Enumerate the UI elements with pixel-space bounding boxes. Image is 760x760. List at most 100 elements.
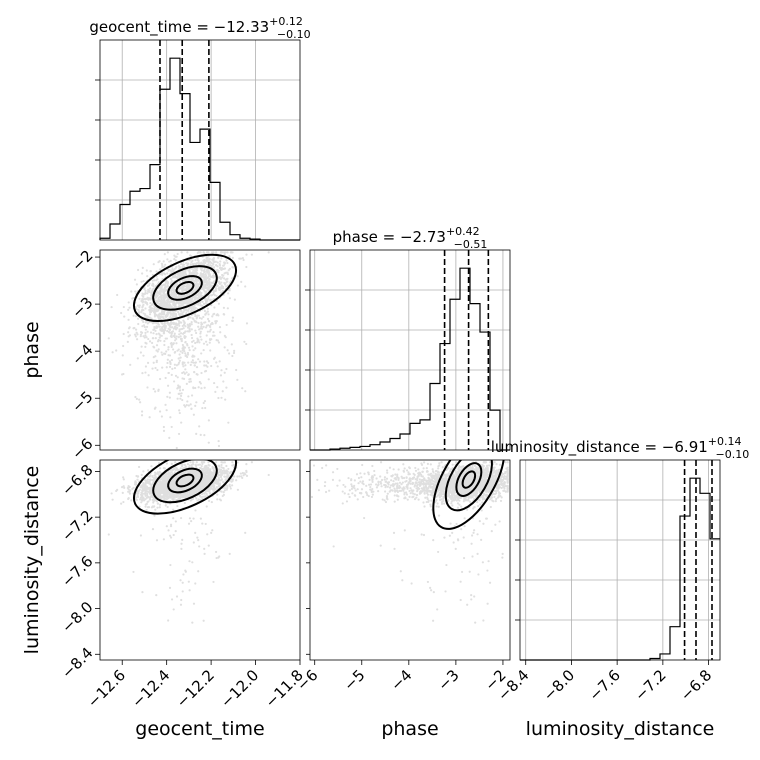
sample-point [161,272,164,275]
sample-point [206,343,209,346]
sample-point [169,304,172,307]
sample-point [201,495,204,499]
sample-point [150,294,153,297]
sample-point [122,372,125,376]
sample-point [136,478,139,481]
sample-point [151,279,154,282]
sample-point [223,253,226,256]
sample-point [207,276,210,279]
sample-point [171,468,174,471]
sample-point [181,313,184,316]
sample-point [198,296,202,300]
sample-point [180,310,183,313]
sample-point [171,493,174,496]
sample-point [209,284,212,288]
sample-point [194,509,197,512]
sample-point [166,478,169,481]
sample-point [143,487,147,491]
sample-point [155,484,158,487]
sample-point [185,494,189,497]
sample-point [204,313,207,316]
sample-point [213,306,216,309]
sample-point [183,295,187,298]
sample-point [159,316,162,320]
sample-point [190,471,194,474]
sample-point [194,294,198,297]
sample-point [153,305,156,308]
sample-point [186,476,189,480]
sample-point [135,397,138,400]
sample-point [172,508,175,511]
sample-point [168,391,171,394]
sample-point [162,425,165,429]
sample-point [189,299,192,302]
sample-point [194,287,197,290]
sample-point [199,382,202,385]
sample-point [221,285,225,288]
sample-point [186,323,189,326]
sample-point [204,297,207,300]
sample-point [181,581,184,584]
sample-point [165,492,169,495]
sample-point [150,309,153,312]
sample-point [179,304,182,307]
sample-point [130,499,133,502]
sample-point [183,270,186,273]
sample-point [181,272,184,276]
sample-point [158,377,162,381]
sample-point [188,325,191,328]
sample-point [209,472,212,475]
sample-point [186,326,190,329]
sample-point [204,406,207,410]
sample-point [197,297,200,300]
sample-point [144,505,147,508]
sample-point [174,259,177,262]
sample-point [193,308,196,311]
sample-point [201,327,204,330]
sample-point [176,397,179,400]
sample-point [134,395,137,399]
sample-point [190,299,193,302]
sample-point [194,481,197,484]
sample-point [148,480,151,483]
sample-point [146,478,149,481]
sample-point [174,313,178,316]
sample-point [153,308,156,311]
sample-point [116,488,119,491]
sample-point [171,288,174,291]
sample-point [241,387,244,390]
sample-point [153,325,156,329]
sample-point [179,356,182,359]
sample-point [190,272,194,275]
sample-point [186,292,190,296]
sample-point [164,324,167,328]
sample-point [191,279,194,282]
sample-point [195,478,199,481]
sample-point [182,331,186,335]
sample-point [159,287,162,290]
sample-point [169,331,172,334]
sample-point [202,275,205,279]
sample-point [141,298,144,301]
sample-point [159,487,162,490]
sample-point [161,477,164,480]
sample-point [174,530,177,533]
sample-point [174,486,178,489]
sample-point [184,480,188,483]
sample-point [195,372,198,376]
sample-point [142,499,146,502]
sample-point [204,298,207,301]
sample-point [206,286,210,289]
sample-point [134,496,138,499]
sample-point [217,269,220,272]
sample-point [157,281,160,284]
sample-point [187,300,191,303]
sample-point [151,367,154,370]
sample-point [200,273,203,276]
sample-point [202,261,205,264]
sample-point [178,300,182,304]
sample-point [188,277,191,280]
sample-point [188,307,191,310]
sample-point [220,479,223,482]
sample-point [195,278,198,281]
